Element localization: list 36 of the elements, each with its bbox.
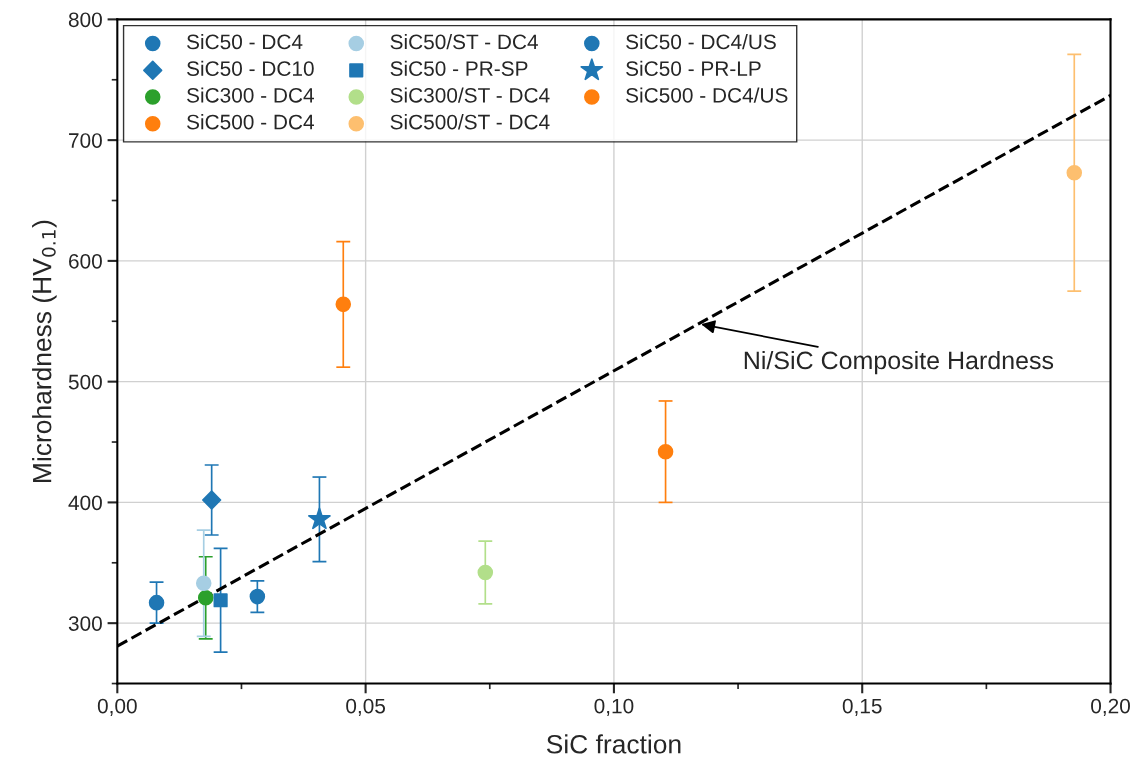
point <box>195 575 212 592</box>
y-tick-label: 500 <box>68 374 102 390</box>
point <box>213 593 228 608</box>
legend-label: SiC50/ST - DC4 <box>390 33 538 50</box>
y-tick-label: 400 <box>68 495 102 511</box>
x-tick-label: 0,20 <box>1091 698 1130 716</box>
x-axis-title: SiC fraction <box>546 734 681 754</box>
y-tick-label: 600 <box>69 253 102 269</box>
x-tick-label: 0,10 <box>594 698 634 716</box>
legend-label: SiC50 - DC10 <box>187 60 314 76</box>
legend-label: SiC50 - PR-SP <box>390 60 528 76</box>
point <box>148 594 165 611</box>
y-tick-label: 700 <box>69 133 102 148</box>
legend-label: SiC50 - DC4/US <box>626 33 776 50</box>
y-axis-title: Microhardness (HV$_{0.1}$) <box>32 220 57 482</box>
point <box>201 490 222 510</box>
x-tick-label: 0,00 <box>97 698 137 716</box>
y-tick-label: 300 <box>68 616 102 631</box>
legend-label: SiC500 - DC4 <box>187 114 314 130</box>
point <box>477 564 494 581</box>
point <box>657 443 674 460</box>
x-tick-label: 0,05 <box>346 698 386 716</box>
point <box>249 588 266 605</box>
x-tick-label: 0,15 <box>842 698 882 716</box>
legend-label: SiC500 - DC4/US <box>626 87 788 103</box>
point <box>308 507 331 530</box>
point <box>197 590 214 606</box>
point <box>335 296 352 313</box>
y-tick-label: 800 <box>68 12 102 28</box>
legend-label: SiC50 - DC4 <box>187 33 303 50</box>
legend-label: SiC500/ST - DC4 <box>390 114 550 130</box>
legend-label: SiC50 - PR-LP <box>626 60 761 76</box>
legend-label: SiC300/ST - DC4 <box>390 87 550 103</box>
point <box>1066 164 1083 181</box>
legend-label: SiC300 - DC4 <box>187 87 314 103</box>
annotation: Ni/SiC Composite Hardness <box>744 350 1054 375</box>
